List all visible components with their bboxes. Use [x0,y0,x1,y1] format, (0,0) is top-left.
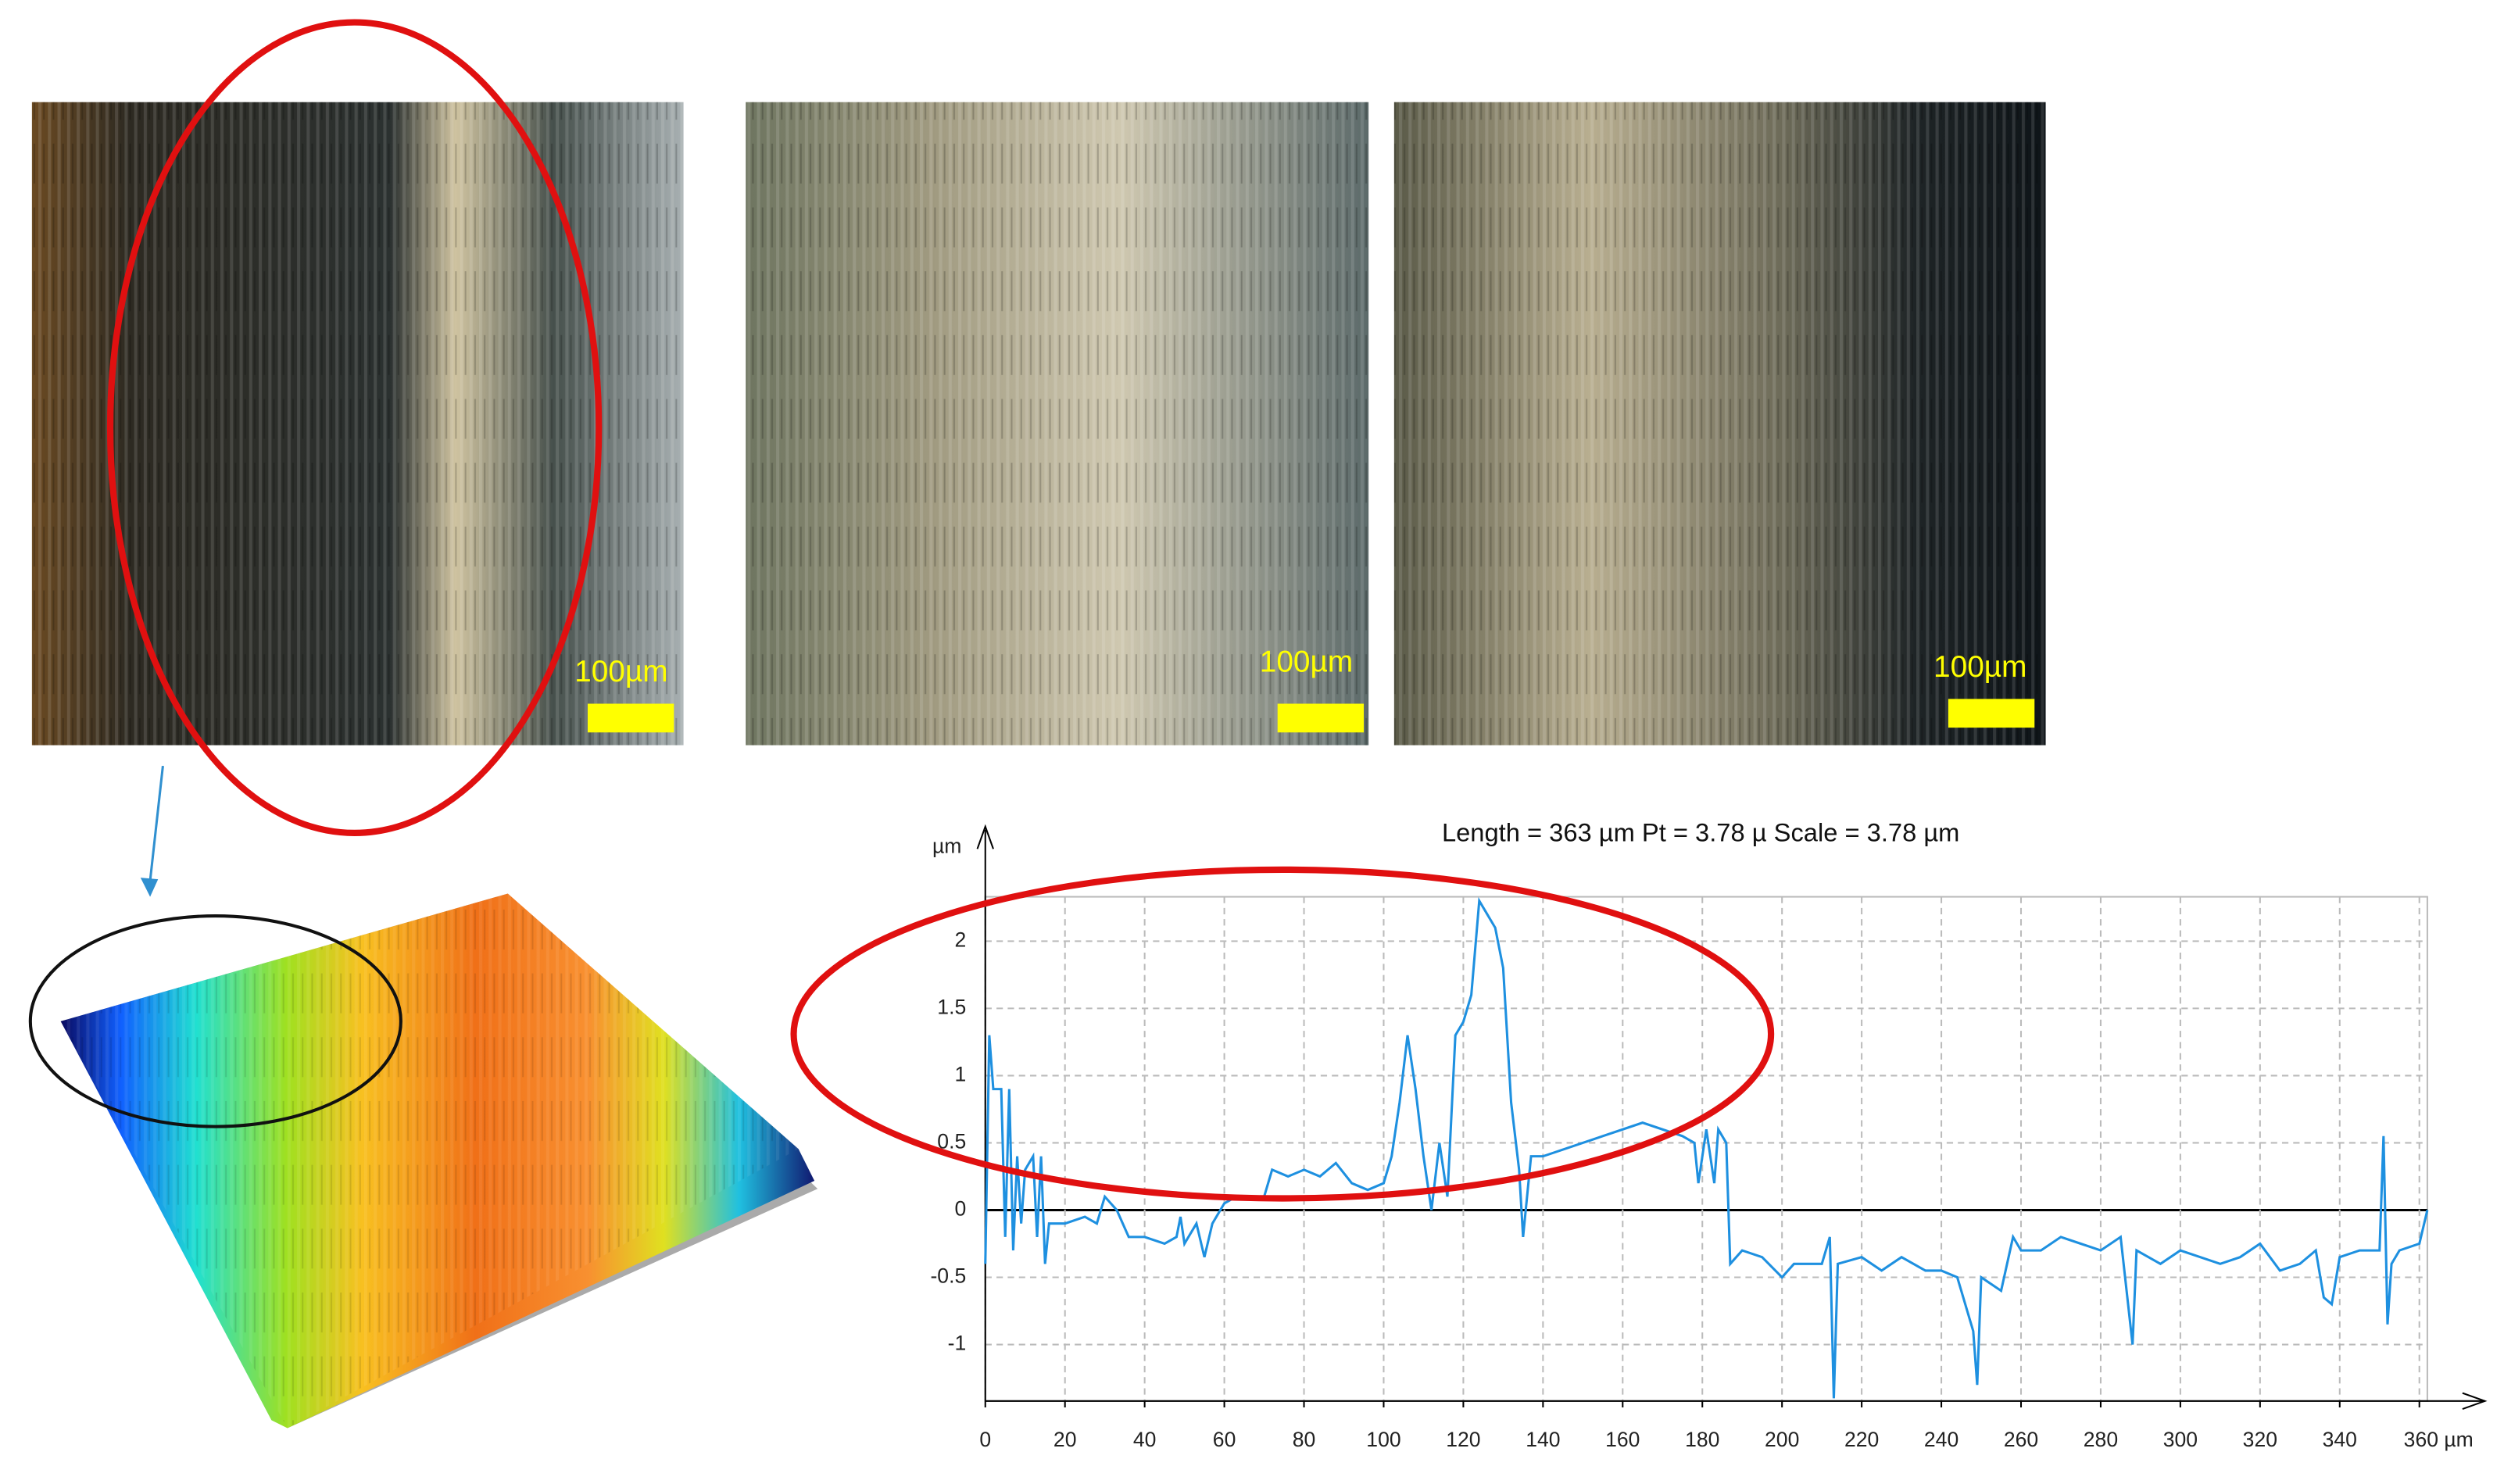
axis-arrow [2462,1392,2488,1410]
texture [1393,102,2046,746]
texture [31,102,684,746]
y-tick-label: -1 [948,1332,967,1355]
scale-label: 100µm [1933,650,2026,684]
x-tick-label: 280 [2084,1428,2118,1451]
x-tick-label: 180 [1685,1428,1719,1451]
scale-bar [1277,703,1365,733]
chart-title: Length = 363 µm Pt = 3.78 µ Scale = 3.78… [1442,818,1959,847]
x-tick-label: 100 [1366,1428,1400,1451]
x-tick-label: 240 [1924,1428,1958,1451]
texture [746,102,1369,746]
x-tick-label: 80 [1293,1428,1316,1451]
highlight-ellipse [28,914,402,1128]
scale-label: 100µm [1260,645,1353,679]
x-tick-label: 220 [1844,1428,1879,1451]
y-tick-label: 2 [954,928,966,951]
profile-line [984,896,2429,1399]
scale-label: 100µm [574,655,667,688]
axis-arrow [976,824,994,849]
x-tick-label: 140 [1526,1428,1560,1451]
x-tick-label: 120 [1446,1428,1480,1451]
x-tick-label: 40 [1133,1428,1157,1451]
x-tick-label: 60 [1213,1428,1236,1451]
x-tick-label: 340 [2323,1428,2357,1451]
arrow [148,765,164,881]
x-tick-label: 360 µm [2404,1428,2474,1451]
y-tick-label: 1 [954,1062,966,1085]
x-tick-label: 160 [1605,1428,1640,1451]
scale-bar [1948,699,2035,728]
chart: -1-0.500.511.520 20 40 60 80 100 120 140 160 180 2… [930,824,2488,1451]
y-tick-label: -0.5 [930,1264,966,1288]
texture [60,893,799,1429]
highlight-ellipse [790,866,1775,1202]
x-tick-label: 300 [2163,1428,2198,1451]
y-tick-label: 0 [954,1197,966,1221]
x-tick-label: 200 [1765,1428,1799,1451]
scale-bar [587,703,674,733]
highlight-ellipse [106,19,603,836]
x-tick-label: 320 [2243,1428,2277,1451]
x-tick-label: 260 [2004,1428,2038,1451]
arrow-head [140,878,159,897]
plot-area [984,896,2428,1402]
x-tick-label: 20 [1053,1428,1077,1451]
x-tick-label: 0 [979,1428,991,1451]
y-tick-label: 1.5 [937,995,966,1018]
y-axis-label: µm [932,834,961,857]
